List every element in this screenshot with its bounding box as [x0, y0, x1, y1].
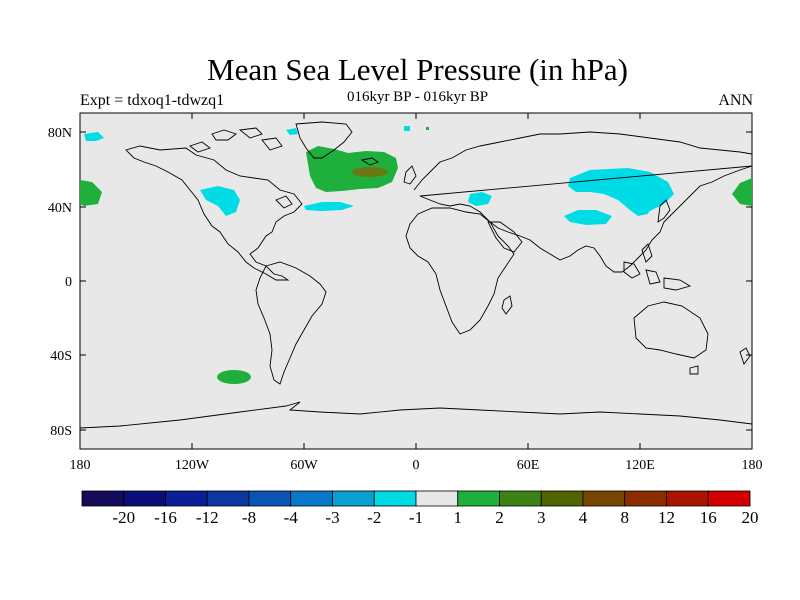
lon-tick: 60W — [290, 458, 318, 473]
lat-tick: 0 — [65, 275, 72, 290]
colorbar-label: -20 — [112, 508, 135, 527]
colorbar-label: 4 — [579, 508, 588, 527]
colorbar-swatch — [165, 490, 208, 507]
anomaly-arctic-east — [404, 126, 410, 131]
colorbar-swatch — [457, 490, 500, 507]
colorbar-swatch — [624, 490, 667, 507]
colorbar-label: -16 — [154, 508, 177, 527]
anomaly-north-america — [200, 186, 240, 216]
map-subtitle: 016kyr BP - 016kyr BP — [346, 89, 489, 105]
colorbar-label: 16 — [700, 508, 717, 527]
colorbar-swatch — [290, 490, 333, 507]
anomaly-south-pacific — [217, 370, 251, 384]
colorbar-label: 8 — [621, 508, 630, 527]
anomaly-north-atlantic — [306, 146, 398, 192]
lat-tick: 80N — [48, 126, 72, 141]
colorbar-label: 12 — [658, 508, 675, 527]
colorbar-swatch — [248, 490, 292, 507]
coastlines — [79, 121, 753, 429]
colorbar-label: -12 — [196, 508, 219, 527]
colorbar-label: -2 — [367, 508, 381, 527]
colorbar-label: 2 — [495, 508, 504, 527]
lon-tick: 120E — [625, 458, 655, 473]
lat-tick-labels: 80N 40N 0 40S 80S — [48, 126, 72, 439]
colorbar-swatch — [540, 490, 584, 507]
lon-tick: 60E — [517, 458, 540, 473]
anomaly-arctic-small — [426, 127, 429, 130]
colorbar-swatch — [666, 490, 709, 507]
colorbar-label: 1 — [454, 508, 463, 527]
experiment-label: Expt = tdxoq1-tdwzq1 — [80, 92, 225, 109]
anomaly-date-line-west — [80, 180, 102, 206]
anomaly-greenland-north — [286, 128, 298, 135]
colorbar-swatch — [582, 490, 626, 507]
anomaly-date-line-east — [732, 178, 752, 206]
anomaly-atlantic-band — [304, 202, 354, 211]
lat-tick: 40S — [50, 349, 72, 364]
lon-tick: 180 — [70, 458, 91, 473]
map-title: Mean Sea Level Pressure (in hPa) — [207, 52, 628, 87]
colorbar-swatch — [707, 490, 751, 507]
contour-fill — [80, 126, 752, 384]
colorbar-swatch — [81, 490, 125, 507]
lon-tick: 120W — [175, 458, 210, 473]
anomaly-central-asia — [564, 210, 612, 225]
colorbar-swatch — [499, 490, 542, 507]
colorbar-swatch — [206, 490, 250, 507]
season-label: ANN — [718, 92, 753, 109]
colorbar-label: -8 — [242, 508, 256, 527]
lat-tick: 40N — [48, 201, 72, 216]
lat-tick: 80S — [50, 424, 72, 439]
colorbar-label: -1 — [409, 508, 423, 527]
anomaly-japan-sea — [630, 198, 652, 216]
colorbar-swatch — [373, 490, 417, 507]
colorbar: -20 -16 -12 -8 -4 -3 -2 -1 1 2 3 4 8 12 16 20 — [81, 490, 759, 527]
colorbar-swatch — [123, 490, 166, 507]
lon-tick-labels: 180 120W 60W 0 60E 120E 180 — [70, 458, 763, 473]
colorbar-swatch — [415, 490, 459, 507]
colorbar-label: 3 — [537, 508, 546, 527]
axis-ticks — [79, 113, 753, 449]
colorbar-label: -4 — [284, 508, 299, 527]
colorbar-swatch — [332, 490, 375, 507]
anomaly-arctic-west — [84, 132, 104, 141]
anomaly-black-sea — [468, 192, 492, 206]
lon-tick: 180 — [742, 458, 763, 473]
colorbar-label: -3 — [325, 508, 339, 527]
lon-tick: 0 — [413, 458, 420, 473]
map-frame — [79, 112, 753, 450]
anomaly-north-atlantic-core — [352, 167, 388, 177]
colorbar-label: 20 — [742, 508, 759, 527]
